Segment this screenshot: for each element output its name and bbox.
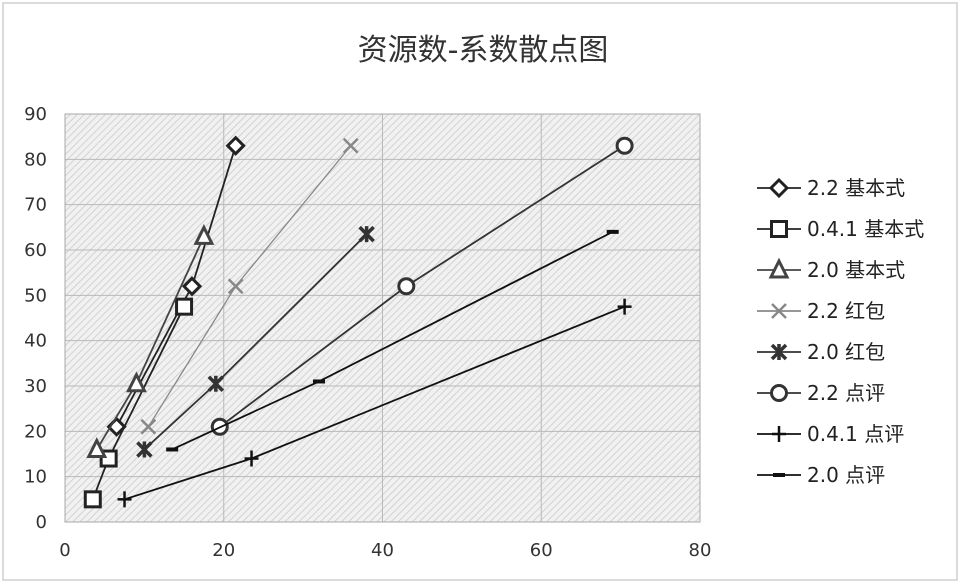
x-tick-label: 80 [689,540,712,561]
y-tick-label: 60 [24,240,47,261]
legend-label: 2.0 基本式 [807,258,905,282]
data-point [358,225,375,243]
data-point [617,298,632,315]
legend-label: 2.2 基本式 [807,176,905,200]
y-tick-label: 90 [24,104,47,125]
legend-label: 0.4.1 基本式 [807,217,924,241]
legend-item: 2.0 红包 [757,340,885,364]
legend-item: 2.2 点评 [757,381,885,405]
legend-label: 2.0 点评 [807,463,885,487]
y-tick-label: 10 [24,467,47,488]
data-point [117,491,132,508]
y-tick-label: 50 [24,285,47,306]
data-point [136,441,153,458]
data-point [181,276,203,297]
legend-item: 0.4.1 基本式 [757,217,924,241]
legend-label: 2.2 红包 [807,299,885,323]
y-tick-label: 0 [36,512,47,533]
x-tick-label: 0 [59,540,70,561]
data-point [86,437,108,458]
legend-marker [771,303,787,319]
data-point [225,135,246,156]
x-tick-label: 40 [371,540,394,561]
legend-label: 2.2 点评 [807,381,885,405]
data-point [615,136,634,155]
data-point [342,137,359,154]
x-tick-label: 20 [212,540,235,561]
y-tick-label: 30 [24,376,47,397]
legend-label: 2.0 红包 [807,340,885,364]
legend-marker [768,177,790,199]
legend-marker [770,343,788,361]
plot-frame [64,113,701,523]
y-tick-label: 80 [24,149,47,170]
legend-marker [772,426,786,442]
legend-marker [768,257,790,279]
data-point [175,297,194,316]
legend-item: 2.2 基本式 [757,176,905,200]
y-tick-label: 40 [24,331,47,352]
legend-marker [770,220,788,238]
legend-item: 2.0 基本式 [757,257,905,282]
legend-label: 0.4.1 点评 [807,422,904,446]
legend-item: 0.4.1 点评 [757,422,904,446]
legend-marker [770,384,788,402]
y-tick-label: 20 [24,421,47,442]
data-point [207,375,225,392]
data-point [193,224,215,245]
x-tick-label: 60 [530,540,553,561]
legend-item: 2.0 点评 [757,463,885,487]
chart-title: 资源数-系数散点图 [358,33,609,68]
legend-item: 2.2 红包 [757,299,885,323]
data-point [140,418,157,435]
data-point [227,278,244,295]
data-point [83,490,102,509]
y-tick-label: 70 [24,195,47,216]
data-point [244,450,259,467]
data-point [126,371,147,393]
data-point [397,277,416,296]
